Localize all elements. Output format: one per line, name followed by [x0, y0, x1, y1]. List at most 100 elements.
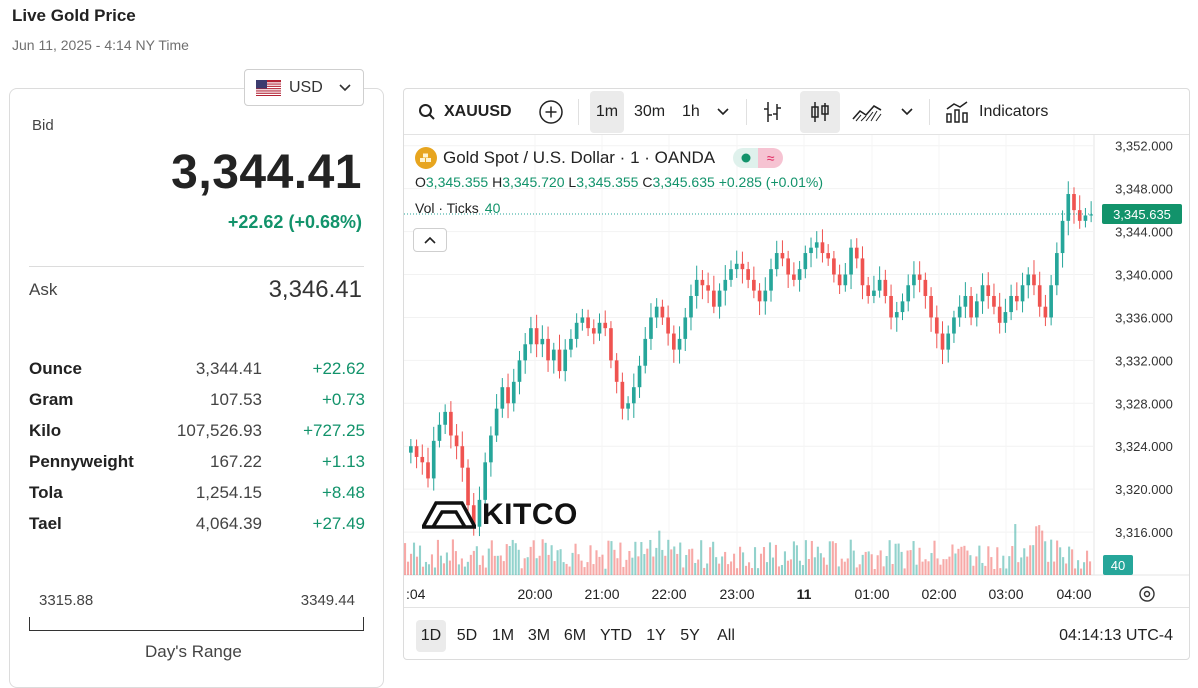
candle-body [626, 403, 630, 409]
volume-bar [580, 560, 583, 575]
unit-row: Kilo 107,526.93 +727.25 [29, 421, 365, 443]
volume-bar [622, 566, 625, 575]
close-key: C [642, 174, 653, 190]
candle-body [671, 333, 676, 350]
unit-name: Tola [29, 483, 63, 502]
candle-body [591, 328, 596, 334]
volume-bar [1071, 549, 1074, 575]
kitco-wordmark: KITCO [482, 498, 578, 531]
indicators-button[interactable]: Indicators [945, 89, 1048, 135]
candle-body [454, 435, 459, 447]
candle-body [877, 279, 882, 291]
volume-bar [634, 541, 637, 575]
y-tick-label: 3,352.000 [1115, 139, 1173, 154]
price-chart[interactable]: 3,352.000 3,348.000 3,344.000 3,340.000 3,33… [404, 135, 1189, 607]
volume-bar [1068, 546, 1071, 575]
volume-bar [739, 546, 742, 575]
volume-bar [876, 555, 879, 575]
collapse-legend-button[interactable] [413, 228, 447, 252]
candle-body [649, 317, 653, 339]
interval-30m-button[interactable]: 30m [634, 89, 665, 135]
volume-bar [460, 558, 463, 575]
range-1m-button[interactable]: 1M [488, 620, 518, 652]
symbol-search[interactable]: XAUUSD [418, 89, 512, 135]
compare-symbol-button[interactable] [538, 89, 564, 135]
interval-1m-button[interactable]: 1m [590, 91, 624, 133]
candle-body [740, 263, 745, 270]
volume-bar [1023, 548, 1026, 575]
volume-bar [951, 544, 954, 575]
volume-bar [1065, 563, 1068, 575]
candle-body [900, 301, 905, 313]
unit-change: +1.13 [321, 452, 365, 471]
volume-bar [981, 562, 984, 575]
volume-bar [646, 548, 649, 575]
volume-bar [852, 550, 855, 575]
volume-bar [514, 543, 517, 575]
candle-body [814, 242, 819, 248]
volume-bar [493, 555, 496, 575]
interval-dropdown-button[interactable] [717, 89, 729, 135]
unit-name: Gram [29, 390, 74, 409]
range-5y-button[interactable]: 5Y [676, 620, 704, 652]
volume-bar [771, 557, 775, 575]
volume-bar [631, 557, 634, 575]
days-range-caption: Day's Range [145, 642, 242, 661]
volume-bar [990, 557, 993, 575]
volume-bar [858, 564, 861, 575]
volume-bar [1026, 556, 1029, 575]
candle-body [1026, 274, 1031, 286]
bar-chart-type-button[interactable] [762, 89, 784, 135]
volume-bar [1044, 541, 1047, 575]
range-5d-button[interactable]: 5D [452, 620, 482, 652]
volume-bar [1059, 547, 1062, 575]
range-ytd-button[interactable]: YTD [597, 620, 635, 652]
area-chart-type-button[interactable] [852, 89, 882, 135]
interval-1h-button[interactable]: 1h [682, 89, 700, 135]
candle-body [929, 295, 933, 318]
volume-bar [861, 554, 864, 575]
range-3m-button[interactable]: 3M [524, 620, 554, 652]
volume-bar [640, 542, 643, 575]
candle-body [466, 467, 470, 506]
volume-bar [927, 561, 930, 575]
x-tick-label: 11 [797, 586, 812, 602]
volume-bar [661, 549, 664, 575]
visibility-toggle[interactable]: ≈ [733, 148, 784, 168]
volume-bar [969, 555, 972, 575]
volume-bar [745, 565, 748, 575]
candle-body [786, 258, 790, 275]
range-1y-button[interactable]: 1Y [642, 620, 670, 652]
volume-bar [430, 554, 434, 575]
currency-dropdown[interactable]: USD [244, 69, 364, 106]
chart-type-dropdown-button[interactable] [901, 89, 913, 135]
x-tick-label: 01:00 [854, 586, 889, 602]
settings-gear-icon[interactable] [1139, 586, 1155, 602]
candle-chart-type-button[interactable] [800, 91, 840, 133]
divider [29, 266, 364, 267]
range-label: 5Y [680, 627, 700, 644]
volume-bar [598, 556, 601, 575]
candle-body [746, 269, 750, 280]
timezone-clock[interactable]: 04:14:13 UTC-4 [1059, 627, 1173, 644]
range-all-button[interactable]: All [710, 620, 742, 652]
candle-body [1072, 194, 1076, 211]
candle-body [757, 290, 762, 302]
candle-body [511, 381, 516, 404]
volume-bar [511, 539, 514, 575]
range-6m-button[interactable]: 6M [560, 620, 590, 652]
candle-body [1043, 306, 1048, 318]
volume-bar [499, 555, 502, 575]
volume-bar [765, 562, 769, 575]
volume-bar [966, 550, 969, 575]
unit-price: 107,526.93 [176, 421, 262, 440]
candle-body [420, 456, 425, 463]
y-tick-label: 3,328.000 [1115, 396, 1173, 411]
range-1d-button[interactable]: 1D [416, 620, 446, 652]
volume-bar [445, 552, 448, 575]
volume-bar [789, 559, 792, 575]
volume-bar [538, 555, 541, 575]
volume-bar [673, 546, 676, 575]
x-tick-label: :04 [406, 586, 426, 602]
volume-bar [1074, 568, 1077, 575]
